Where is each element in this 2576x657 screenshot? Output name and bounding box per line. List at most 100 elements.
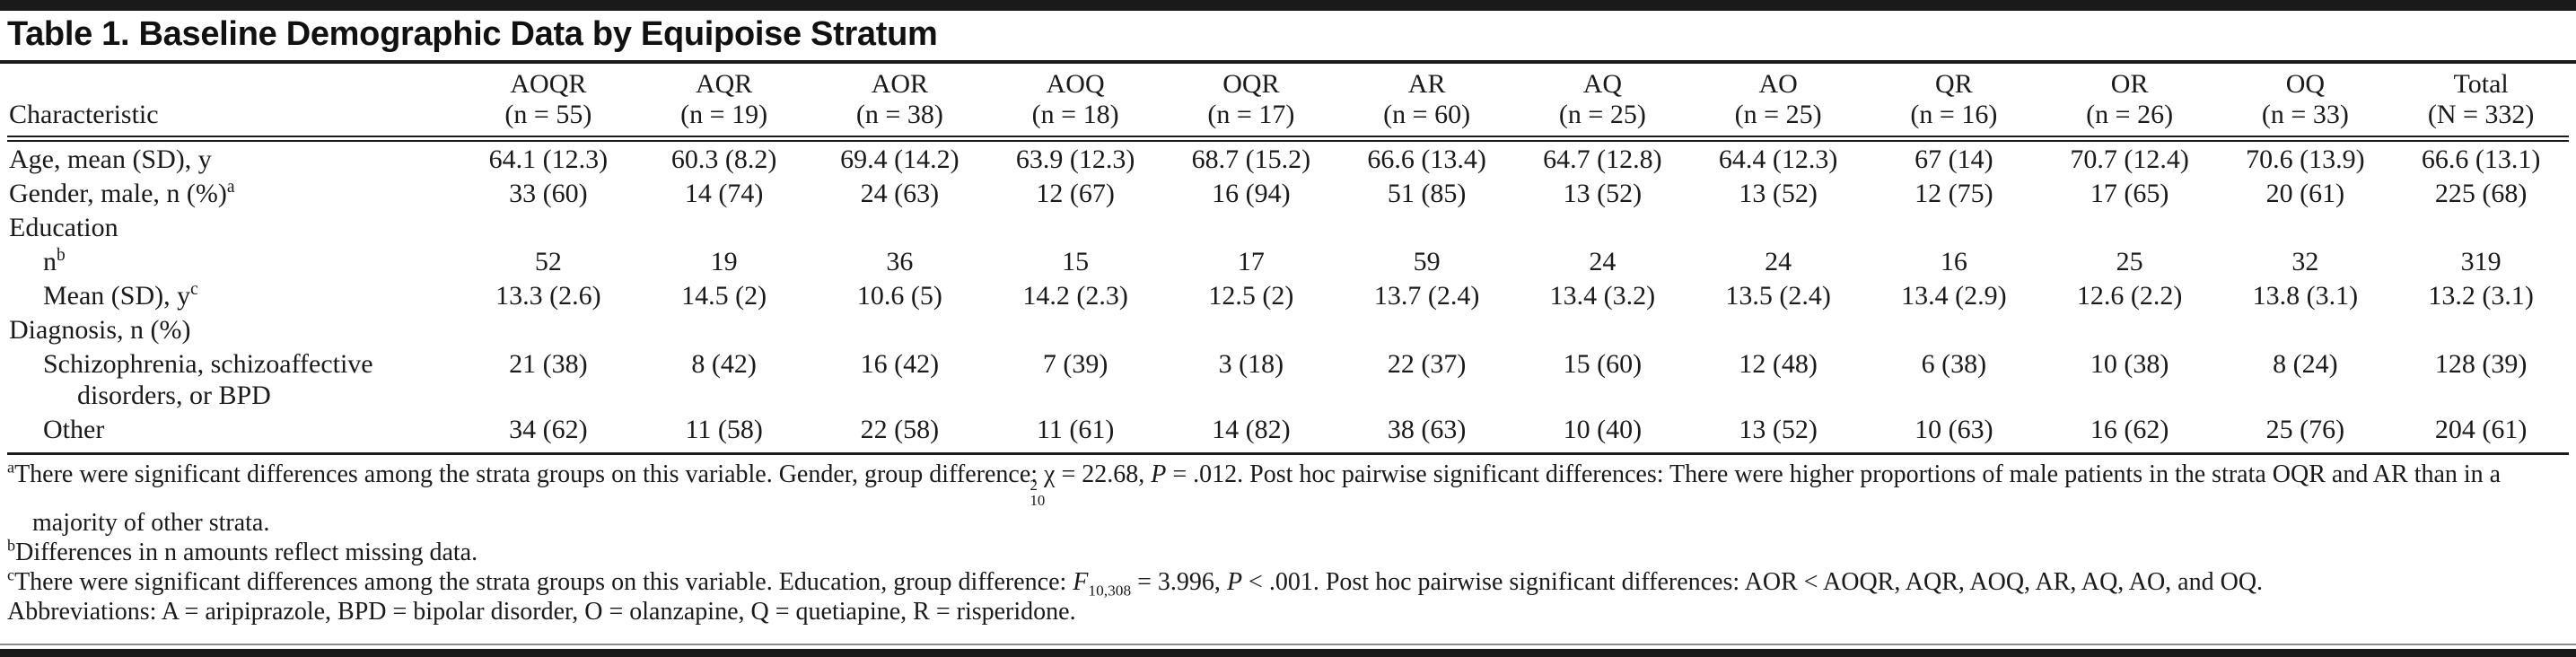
column-name: AO [1758,69,1798,99]
table-cell: 64.4 (12.3) [1718,145,1838,174]
column-header: AQ (n = 25) [1515,64,1691,139]
footnotes: aThere were significant differences amon… [7,460,2569,626]
top-rule [0,0,2576,11]
table-cell: 19 [710,247,738,276]
table-cell: 69.4 (14.2) [840,145,959,174]
table-row: Mean (SD), yc 13.3 (2.6) 14.5 (2) 10.6 (5) 1… [7,278,2569,312]
table-cell: 24 [1589,247,1617,276]
column-header: Total (N = 332) [2393,64,2569,139]
column-header: AOR (n = 38) [812,64,988,139]
column-name: AR [1407,69,1446,99]
table-cell: 10 (63) [1914,415,1993,444]
footnote-b: bDifferences in n amounts reflect missin… [7,538,2569,567]
table-cell: 66.6 (13.4) [1367,145,1486,174]
table-cell: 63.9 (12.3) [1015,145,1135,174]
table-cell: 12.5 (2) [1208,281,1294,311]
table-cell: 13 (52) [1563,179,1643,208]
column-header: AOQ (n = 18) [987,64,1163,139]
row-label: Other [7,412,460,454]
table-cell: 22 (37) [1387,349,1467,379]
table-cell: 15 (60) [1563,349,1643,379]
table-cell [1866,312,2042,346]
column-n-count: (n = 55) [504,100,592,129]
table-cell: 64.1 (12.3) [488,145,609,174]
table-cell [2042,210,2218,244]
column-header: AQR (n = 19) [636,64,812,139]
column-name: OR [2110,69,2149,99]
table-cell: 59 [1413,247,1441,276]
table-row: Diagnosis, n (%) [7,312,2569,346]
table-cell: 11 (61) [1036,415,1115,444]
row-label: Education [7,210,460,244]
p-symbol: P [1226,568,1243,597]
table-cell [2218,210,2394,244]
table-cell: 67 (14) [1914,145,1993,174]
table-cell [460,210,636,244]
table-row: Schizophrenia, schizoaffective disorders… [7,346,2569,412]
table-cell: 6 (38) [1921,349,1987,379]
table-cell: 13 (52) [1739,415,1818,444]
column-name: OQR [1222,69,1280,99]
column-n-count: (n = 60) [1383,100,1471,129]
table-cell: 8 (42) [691,349,757,379]
f-subscript: 10,308 [1088,583,1132,600]
row-label: Mean (SD), yc [7,278,460,312]
table-cell: 52 [534,247,562,276]
table-cell [812,210,988,244]
table-cell: 13.3 (2.6) [495,281,601,311]
footnote-c: cThere were significant differences amon… [7,566,2569,600]
table-cell: 7 (39) [1042,349,1108,379]
column-n-count: (n = 18) [1031,100,1119,129]
table-cell: 66.6 (13.1) [2421,145,2541,174]
table-cell: 11 (58) [685,415,763,444]
abbreviations-note: Abbreviations: A = aripiprazole, BPD = b… [7,598,1076,626]
table-cell [636,312,812,346]
table-row: Education [7,210,2569,244]
table-cell: 64.7 (12.8) [1543,145,1662,174]
table-cell: 60.3 (8.2) [670,145,777,174]
table-cell: 21 (38) [509,349,588,379]
table-cell: 38 (63) [1387,415,1467,444]
column-header: AR (n = 60) [1339,64,1515,139]
row-label-text: Mean (SD), y [43,281,191,311]
table-cell [2393,210,2569,244]
footnote-c-marker: c [7,566,15,585]
row-label: Schizophrenia, schizoaffective disorders… [7,346,460,412]
column-n-count: (n = 25) [1734,100,1822,129]
table-cell: 32 [2291,247,2319,276]
column-name: OQ [2285,69,2326,99]
row-label-text: Age, mean (SD), y [9,145,212,174]
column-name: Total [2453,69,2509,99]
column-n-count: (n = 38) [855,100,943,129]
table-cell: 13 (52) [1739,179,1818,208]
table-cell [636,210,812,244]
table-cell [812,312,988,346]
table-cell: 16 (42) [860,349,940,379]
table-cell: 13.4 (2.9) [1901,281,2007,311]
column-n-count: (n = 33) [2261,100,2349,129]
table-cell: 13.7 (2.4) [1373,281,1480,311]
column-name: AOQR [510,69,587,99]
row-label: Diagnosis, n (%) [7,312,460,346]
table-cell: 16 (62) [2090,415,2169,444]
column-n-count: (n = 26) [2086,100,2174,129]
footnote-marker: c [190,280,198,299]
table-cell: 25 (76) [2265,415,2345,444]
row-label-text: Schizophrenia, schizoaffective disorders… [43,349,373,410]
table-cell: 13.2 (3.1) [2428,281,2534,311]
table-cell: 20 (61) [2265,179,2345,208]
table-cell [460,312,636,346]
table-row: Age, mean (SD), y 64.1 (12.3) 60.3 (8.2) 69… [7,139,2569,177]
table-cell: 12 (48) [1739,349,1818,379]
table-cell [1690,312,1866,346]
table-cell [1163,312,1339,346]
column-name: QR [1935,69,1973,99]
table-body: Age, mean (SD), y 64.1 (12.3) 60.3 (8.2) 69… [7,139,2569,454]
table-cell: 10 (38) [2090,349,2169,379]
table-cell: 319 [2460,247,2502,276]
table-cell: 36 [886,247,914,276]
column-header: AOQR (n = 55) [460,64,636,139]
column-header: QR (n = 16) [1866,64,2042,139]
table-cell: 13.5 (2.4) [1725,281,1831,311]
bottom-gray-rule [0,644,2576,645]
